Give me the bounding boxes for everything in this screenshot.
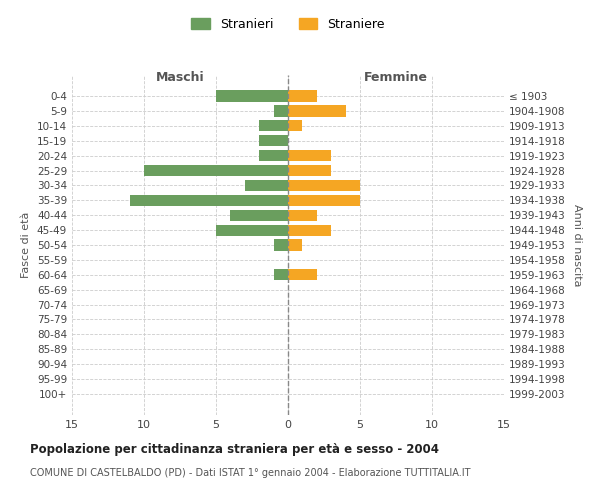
Bar [288,106,346,117]
Bar [288,165,331,176]
Bar [216,224,288,235]
Bar [288,194,360,206]
Bar [288,224,331,235]
Bar [274,269,288,280]
Bar [288,210,317,221]
Bar [274,106,288,117]
Bar [288,180,360,191]
Bar [216,90,288,102]
Bar [288,90,317,102]
Bar [288,120,302,132]
Bar [259,150,288,161]
Bar [288,150,331,161]
Text: Maschi: Maschi [155,71,205,84]
Bar [245,180,288,191]
Bar [144,165,288,176]
Y-axis label: Anni di nascita: Anni di nascita [572,204,582,286]
Text: Femmine: Femmine [364,71,428,84]
Bar [230,210,288,221]
Text: Popolazione per cittadinanza straniera per età e sesso - 2004: Popolazione per cittadinanza straniera p… [30,442,439,456]
Bar [288,240,302,250]
Bar [259,135,288,146]
Text: COMUNE DI CASTELBALDO (PD) - Dati ISTAT 1° gennaio 2004 - Elaborazione TUTTITALI: COMUNE DI CASTELBALDO (PD) - Dati ISTAT … [30,468,470,477]
Bar [130,194,288,206]
Bar [274,240,288,250]
Bar [259,120,288,132]
Y-axis label: Fasce di età: Fasce di età [22,212,31,278]
Legend: Stranieri, Straniere: Stranieri, Straniere [185,11,391,37]
Bar [288,269,317,280]
